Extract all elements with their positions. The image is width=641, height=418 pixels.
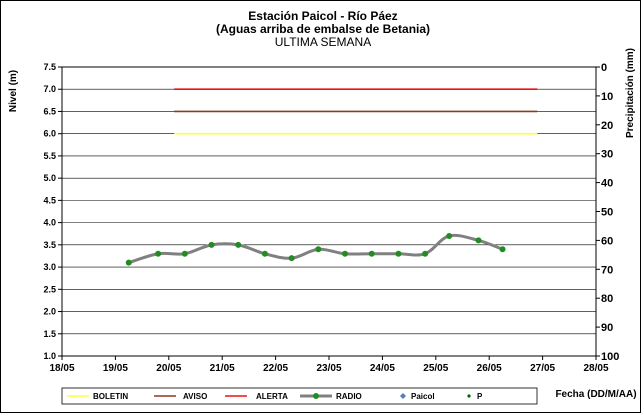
x-axis-label: Fecha (DD/M/AA)	[555, 389, 636, 400]
data-point-radio	[288, 255, 295, 262]
data-point-radio	[475, 237, 482, 244]
y-axis-label: Nivel (m)	[8, 70, 19, 112]
y-tick-label: 5.5	[43, 151, 56, 161]
y2-tick-label: 70	[601, 264, 613, 276]
x-tick-label: 27/05	[530, 363, 555, 374]
y2-tick-label: 100	[601, 351, 619, 363]
legend-label-alerta: ALERTA	[256, 392, 288, 401]
chart-subtitle-2: ULTIMA SEMANA	[275, 35, 371, 49]
data-point-radio	[261, 250, 268, 257]
legend-marker-radio	[313, 393, 319, 399]
legend-label-p: P	[477, 392, 483, 401]
y2-ticks: 0 10 20 30 40 50 60 70 80 90 100	[596, 62, 619, 363]
data-point-radio	[446, 232, 453, 239]
x-tick-label: 18/05	[49, 363, 74, 374]
y2-tick-label: 20	[601, 120, 613, 132]
x-tick-label: 25/05	[423, 363, 448, 374]
y2-tick-label: 60	[601, 235, 613, 247]
y-tick-label: 2.5	[43, 284, 56, 294]
y-tick-label: 5.0	[43, 173, 56, 183]
plot-area	[61, 66, 597, 357]
x-tick-label: 24/05	[370, 363, 395, 374]
x-tick-label: 21/05	[210, 363, 235, 374]
data-point-radio	[155, 250, 162, 257]
data-point-radio	[315, 246, 322, 253]
data-point-radio	[235, 241, 242, 248]
y2-axis-label: Precipitación (mm)	[625, 48, 636, 138]
y-tick-label: 3.5	[43, 240, 56, 250]
x-tick-label: 26/05	[477, 363, 502, 374]
y-ticks: 1.0 1.5 2.0 2.5 3.0 3.5 4.0 4.5 5.0 5.5 6.0 6.5 7.0 7…	[43, 62, 62, 361]
y-tick-label: 3.0	[43, 262, 56, 272]
data-point-radio	[499, 246, 506, 253]
y-tick-label: 6.0	[43, 129, 56, 139]
legend-label-aviso: AVISO	[183, 392, 207, 401]
x-tick-label: 20/05	[156, 363, 181, 374]
y-tick-label: 1.5	[43, 329, 56, 339]
legend-label-paicol: Paicol	[411, 392, 435, 401]
x-tick-label: 19/05	[103, 363, 128, 374]
legend-marker-paicol	[400, 393, 406, 399]
data-point-radio	[342, 250, 349, 257]
data-point-radio	[395, 250, 402, 257]
y2-tick-label: 10	[601, 91, 613, 103]
x-ticks: 18/05 19/05 20/05 21/05 22/05 23/05 24/05 25/05…	[49, 356, 609, 374]
legend-label-boletin: BOLETIN	[93, 392, 128, 401]
data-point-radio	[422, 250, 429, 257]
legend-label-radio: RADIO	[336, 392, 362, 401]
threshold-lines	[174, 88, 538, 135]
legend-marker-p	[467, 394, 471, 398]
chart-subtitle: (Aguas arriba de embalse de Betania)	[216, 22, 430, 36]
y2-tick-label: 50	[601, 207, 613, 219]
y-tick-label: 6.5	[43, 106, 56, 116]
legend: BOLETIN AVISO ALERTA RADIO Paicol P	[67, 392, 483, 401]
data-point-radio	[181, 250, 188, 257]
data-point-radio	[208, 241, 215, 248]
y-tick-label: 4.5	[43, 195, 56, 205]
data-point-radio	[368, 250, 375, 257]
y2-tick-label: 0	[601, 62, 607, 74]
y-tick-label: 1.0	[43, 351, 56, 361]
y-tick-label: 4.0	[43, 218, 56, 228]
y-tick-label: 7.0	[43, 84, 56, 94]
chart-title: Estación Paicol - Río Páez	[248, 9, 397, 23]
x-tick-label: 22/05	[263, 363, 288, 374]
y2-tick-label: 90	[601, 322, 613, 334]
y2-tick-label: 40	[601, 178, 613, 190]
y-tick-label: 7.5	[43, 62, 56, 72]
series-group	[125, 232, 506, 266]
y2-tick-label: 80	[601, 293, 613, 305]
x-tick-label: 28/05	[583, 363, 608, 374]
legend-box	[61, 387, 538, 405]
y2-tick-label: 30	[601, 149, 613, 161]
x-tick-label: 23/05	[316, 363, 341, 374]
y-tick-label: 2.0	[43, 307, 56, 317]
data-point-radio	[125, 259, 132, 266]
